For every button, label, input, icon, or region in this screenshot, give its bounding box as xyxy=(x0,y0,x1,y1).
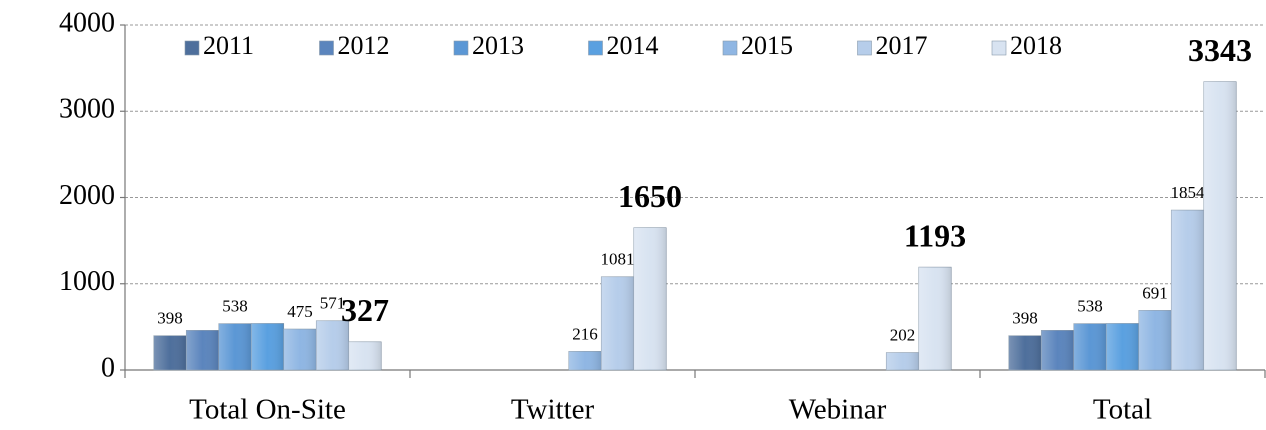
bar-shade xyxy=(633,227,667,370)
bar-shade xyxy=(186,330,219,370)
bar-shade xyxy=(918,267,952,370)
bar-shade xyxy=(283,329,317,370)
bar-shade xyxy=(1041,330,1074,370)
legend-swatch xyxy=(722,40,738,56)
value-label: 475 xyxy=(287,302,313,321)
value-label-bold: 327 xyxy=(341,292,389,328)
value-label: 398 xyxy=(1012,309,1038,328)
x-tick-label: Webinar xyxy=(789,394,887,426)
value-label-bold: 3343 xyxy=(1188,32,1252,68)
value-label: 691 xyxy=(1142,283,1168,302)
legend-label: 2012 xyxy=(338,31,390,60)
value-label-bold: 1193 xyxy=(904,217,966,253)
legend-label: 2018 xyxy=(1010,31,1062,60)
legend-swatch xyxy=(588,40,603,56)
bar-shade xyxy=(1106,323,1139,370)
bar-shade xyxy=(568,351,602,370)
legend-label: 2014 xyxy=(607,31,659,60)
bar-shade xyxy=(1008,335,1042,370)
value-label: 538 xyxy=(1077,297,1103,316)
bar-shade xyxy=(153,335,187,370)
legend-swatch xyxy=(453,40,469,56)
y-tick-label: 2000 xyxy=(59,180,115,211)
legend-label: 2015 xyxy=(741,31,793,60)
value-label: 1854 xyxy=(1171,183,1206,202)
value-label: 538 xyxy=(222,297,248,316)
y-tick-label: 0 xyxy=(101,352,115,383)
legend-swatch xyxy=(857,40,872,56)
x-tick-label: Twitter xyxy=(511,394,595,426)
legend-swatch xyxy=(319,40,334,56)
bar-shade xyxy=(251,323,284,370)
bar-shade xyxy=(886,352,919,370)
value-label: 1081 xyxy=(601,250,635,269)
y-tick-label: 1000 xyxy=(59,266,115,297)
x-tick-label: Total xyxy=(1093,394,1152,426)
value-label: 571 xyxy=(320,294,346,313)
bar-shade xyxy=(1171,210,1204,370)
legend-label: 2013 xyxy=(472,31,524,60)
bar-shade xyxy=(316,320,349,370)
legend-label: 2017 xyxy=(876,31,928,60)
bar-shade xyxy=(218,323,252,370)
y-tick-label: 3000 xyxy=(59,94,115,125)
bar-shade xyxy=(348,341,382,370)
y-tick-label: 4000 xyxy=(59,7,115,38)
x-tick-label: Total On-Site xyxy=(189,394,346,426)
bar-shade xyxy=(601,276,634,370)
bar-shade xyxy=(1138,310,1172,370)
legend-label: 2011 xyxy=(203,31,254,60)
value-label: 216 xyxy=(572,324,598,343)
bar-shade xyxy=(1073,323,1107,370)
legend-swatch xyxy=(991,40,1007,56)
legend-swatch xyxy=(184,40,200,56)
value-label: 398 xyxy=(157,309,183,328)
value-label-bold: 1650 xyxy=(618,178,682,214)
value-label: 202 xyxy=(890,325,916,344)
bar-shade xyxy=(1203,81,1237,370)
